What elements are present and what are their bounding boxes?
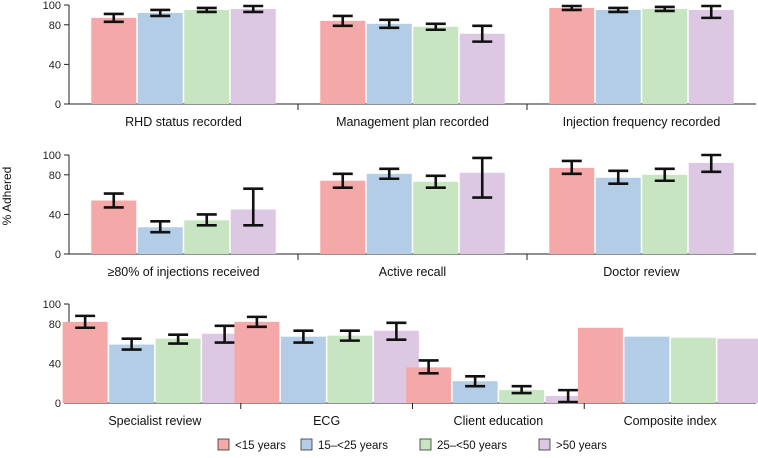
bar: [624, 336, 670, 403]
chart-panel: RHD status recorded: [91, 4, 276, 129]
bar: [549, 7, 595, 104]
bar: [642, 8, 688, 105]
chart-row: 0 40 80 100 Specialist review ECG Client educa…: [43, 299, 758, 428]
chart-panel: Composite index: [577, 327, 758, 428]
y-tick-label: 80: [49, 170, 61, 182]
y-tick-label: 100: [43, 150, 61, 162]
y-tick-label: 40: [49, 59, 61, 71]
y-tick-label: 0: [55, 249, 61, 261]
y-tick-label: 80: [49, 20, 61, 32]
chart-row: 0 40 80 100 ≥80% of injections received Activ…: [43, 150, 756, 279]
bar: [413, 26, 459, 105]
category-label: Composite index: [624, 414, 718, 428]
bar: [642, 174, 688, 254]
bar: [688, 9, 734, 105]
chart-panels: 0 40 80 100 RHD status recorded Management pl…: [43, 0, 758, 428]
category-label: Specialist review: [108, 414, 202, 428]
y-tick-label: 0: [55, 99, 61, 111]
bar: [137, 12, 183, 105]
legend-label: >50 years: [556, 440, 607, 452]
category-label: Injection frequency recorded: [563, 115, 721, 129]
legend-swatch: [300, 438, 313, 451]
chart-panel: Active recall: [297, 156, 505, 279]
legend-item: <15 years: [217, 438, 286, 452]
bar: [109, 344, 155, 403]
bar: [327, 335, 373, 403]
chart-panel: Injection frequency recorded: [526, 4, 734, 129]
legend-label: <15 years: [235, 440, 286, 452]
category-label: Client education: [454, 414, 544, 428]
category-label: RHD status recorded: [125, 115, 242, 129]
bar: [62, 321, 108, 403]
chart-panel: Specialist review: [62, 314, 248, 428]
bar: [459, 33, 505, 104]
y-tick-label: 100: [43, 299, 61, 311]
chart-row: 0 40 80 100 RHD status recorded Management pl…: [43, 0, 756, 129]
bar: [280, 336, 326, 403]
bar: [717, 338, 758, 403]
bar: [234, 321, 280, 403]
bar: [499, 390, 545, 403]
y-tick-label: 80: [49, 319, 61, 331]
legend-swatch: [538, 438, 551, 451]
y-tick-label: 40: [49, 209, 61, 221]
bar: [230, 8, 276, 105]
category-label: ECG: [313, 414, 340, 428]
bar: [577, 327, 623, 403]
legend-item: 25–<50 years: [419, 438, 507, 452]
bar: [91, 17, 137, 104]
legend-label: 15–<25 years: [318, 440, 388, 452]
chart-panel: ECG: [234, 315, 419, 428]
chart-panel: Doctor review: [526, 153, 734, 279]
bar: [320, 20, 366, 105]
bar: [595, 9, 641, 105]
bar: [595, 177, 641, 254]
y-tick-label: 0: [55, 398, 61, 410]
bar: [688, 162, 734, 254]
bar: [366, 23, 412, 105]
legend-label: 25–<50 years: [437, 440, 507, 452]
category-label: ≥80% of injections received: [107, 265, 259, 279]
legend-item: >50 years: [538, 438, 607, 452]
legend-swatch: [419, 438, 432, 451]
bar: [320, 180, 366, 254]
bar: [91, 200, 137, 254]
y-axis-title: % Adhered: [0, 167, 14, 226]
chart-panel: Client education: [406, 359, 591, 428]
legend: <15 years 15–<25 years 25–<50 years >50 yea…: [217, 438, 607, 452]
category-label: Management plan recorded: [336, 115, 489, 129]
bar: [155, 338, 201, 403]
category-label: Active recall: [379, 265, 446, 279]
chart-panel: ≥80% of injections received: [91, 187, 276, 279]
legend-swatch: [217, 438, 230, 451]
bar: [366, 173, 412, 254]
chart-panel: Management plan recorded: [297, 14, 505, 129]
bar: [670, 337, 716, 403]
bar: [452, 381, 498, 403]
category-label: Doctor review: [603, 265, 680, 279]
bar: [549, 167, 595, 254]
bar: [413, 181, 459, 254]
bar: [184, 9, 230, 105]
y-tick-label: 100: [43, 0, 61, 12]
y-tick-label: 40: [49, 358, 61, 370]
legend-item: 15–<25 years: [300, 438, 388, 452]
